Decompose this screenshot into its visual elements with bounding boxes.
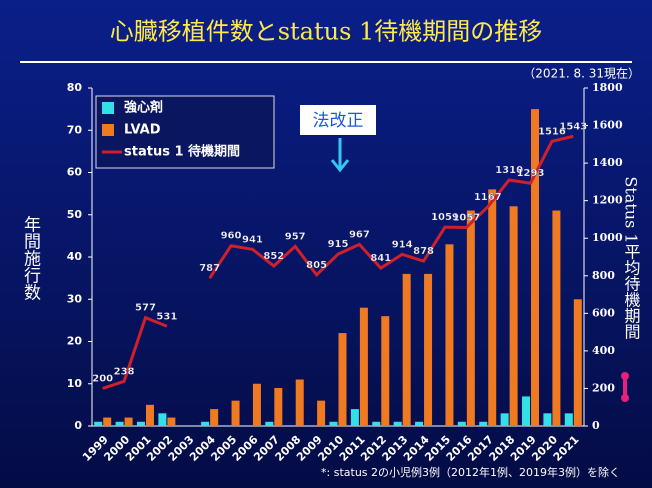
bar [274, 387, 283, 426]
bar [210, 409, 219, 426]
y-tick-label: 40 [67, 250, 83, 263]
bar [424, 273, 433, 426]
y2-tick-label: 1600 [592, 119, 623, 132]
bar [552, 210, 561, 426]
data-label: 577 [135, 303, 156, 314]
arrow-head [330, 159, 350, 173]
bar [265, 421, 274, 426]
bar [564, 413, 573, 426]
y-tick-label: 70 [67, 123, 83, 136]
bar [573, 299, 582, 426]
bar [381, 316, 390, 426]
data-label: 787 [199, 263, 220, 274]
y-tick-label: 10 [67, 377, 83, 390]
data-label: 967 [349, 229, 370, 240]
data-label: 914 [392, 239, 413, 250]
data-label: 1057 [452, 213, 480, 224]
y2-tick-label: 1800 [592, 81, 623, 94]
decoration [621, 372, 629, 380]
data-label: 852 [263, 251, 284, 262]
y2-tick-label: 400 [592, 344, 615, 357]
data-label: 957 [285, 231, 306, 242]
bar [167, 417, 176, 426]
y-tick-label: 60 [67, 166, 83, 179]
bar [531, 109, 540, 426]
data-label: 915 [328, 239, 349, 250]
bar [158, 413, 167, 426]
bar [136, 421, 145, 426]
bar [500, 413, 509, 426]
y-tick-label: 50 [67, 208, 83, 221]
bar [479, 421, 488, 426]
annotation-box [300, 105, 376, 135]
bar [231, 400, 240, 426]
data-label: 1516 [538, 126, 566, 137]
y-tick-label: 30 [67, 292, 83, 305]
data-label: 238 [114, 366, 135, 377]
bar [329, 421, 338, 426]
bar [124, 417, 133, 426]
bar [372, 421, 381, 426]
bar [350, 409, 359, 426]
data-label: 531 [156, 311, 177, 322]
legend-swatch [102, 102, 114, 114]
data-label: 1059 [431, 212, 459, 223]
bar [201, 421, 210, 426]
bar [317, 400, 326, 426]
chart-title: 心臓移植件数とstatus 1待機期間の推移 [110, 18, 543, 46]
line [102, 134, 574, 390]
y2-tick-label: 800 [592, 269, 615, 282]
legend-label: LVAD [124, 123, 161, 138]
data-label: 805 [306, 260, 327, 271]
bar [543, 413, 552, 426]
legend-box [95, 95, 275, 169]
bar [445, 244, 454, 426]
bar [522, 396, 531, 426]
y-tick-label: 80 [67, 81, 83, 94]
y2-tick-label: 600 [592, 306, 615, 319]
footnote: *: status 2の小児例3例（2012年1例、2019年3例）を除く [321, 465, 620, 479]
bar [488, 189, 497, 426]
y-tick-label: 20 [67, 335, 83, 348]
bar [415, 421, 424, 426]
decoration [621, 394, 629, 402]
y-axis-title: 年間施行数 [20, 215, 41, 300]
y2-axis-title: Status 1平均待機期間 [622, 176, 641, 340]
y2-tick-label: 1000 [592, 231, 623, 244]
y2-tick-label: 0 [592, 419, 600, 432]
data-label: 841 [370, 253, 391, 264]
y-tick-label: 0 [74, 419, 82, 432]
bar [359, 307, 368, 426]
data-label: 200 [92, 373, 113, 384]
bar [94, 421, 103, 426]
data-label: 1543 [559, 121, 587, 132]
bar [338, 333, 347, 426]
data-label: 1293 [517, 168, 545, 179]
legend-swatch [102, 124, 114, 136]
legend-label: status 1 待機期間 [124, 144, 240, 160]
legend-label: 強心剤 [124, 100, 163, 116]
y2-tick-label: 1200 [592, 194, 623, 207]
data-label: 1310 [495, 165, 523, 176]
bar [509, 206, 518, 426]
subtitle: （2021. 8. 31現在） [523, 67, 640, 81]
bar [103, 417, 112, 426]
annotation: 法改正 [313, 111, 364, 131]
data-label: 941 [242, 234, 263, 245]
data-label: 1167 [474, 192, 502, 203]
data-label: 878 [413, 246, 434, 257]
data-label: 960 [221, 231, 242, 242]
y2-tick-label: 200 [592, 381, 615, 394]
bar [295, 379, 304, 426]
bar [145, 404, 154, 426]
y2-tick-label: 1400 [592, 156, 623, 169]
bar [466, 210, 475, 426]
bar [115, 421, 124, 426]
bar [393, 421, 402, 426]
bar [402, 273, 411, 426]
bar [457, 421, 466, 426]
bar [252, 383, 261, 426]
